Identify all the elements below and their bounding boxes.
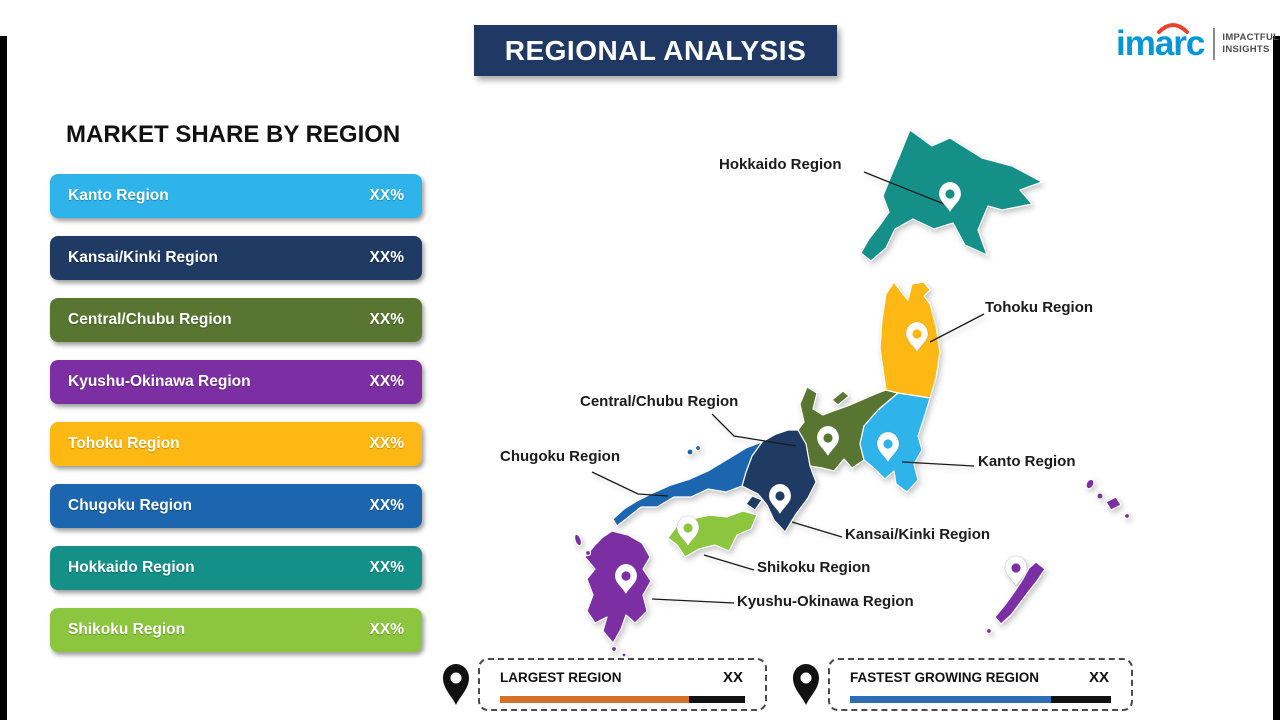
map-label-kyushu-okinawa: Kyushu-Okinawa Region	[737, 593, 914, 610]
map-pin-kanto	[876, 431, 900, 463]
map-island-south-kyushu	[610, 645, 618, 653]
map-island-amami	[1105, 496, 1122, 511]
map-region-kyushu	[584, 530, 652, 644]
legend-largest-region: LARGEST REGION XX	[478, 658, 767, 711]
share-bar-value: XX%	[369, 497, 404, 514]
map-label-hokkaido: Hokkaido Region	[719, 156, 842, 173]
map-island-tsushima	[573, 533, 583, 547]
leader-line-chubu	[711, 413, 797, 447]
leader-line-chugoku	[591, 471, 669, 497]
map-region-chugoku	[612, 441, 763, 527]
map-pin-shikoku	[676, 515, 700, 547]
map-label-kanto: Kanto Region	[978, 453, 1076, 470]
map-island-iki	[584, 549, 592, 557]
share-bar-kanto: Kanto Region XX%	[50, 174, 422, 218]
legend-largest-bar	[500, 696, 745, 703]
legend-fastest-bar	[850, 696, 1111, 703]
map-pin-tohoku	[905, 321, 929, 353]
map-island-oki	[686, 448, 694, 456]
share-bar-value: XX%	[369, 311, 404, 328]
map-island-okinawa	[985, 627, 993, 635]
share-bar-value: XX%	[369, 373, 404, 390]
share-bar-shikoku: Shikoku Region XX%	[50, 608, 422, 652]
map-pin-hokkaido	[938, 181, 962, 213]
map-label-kansai: Kansai/Kinki Region	[845, 526, 991, 543]
map-pin-kansai	[768, 483, 792, 515]
share-bar-label: Central/Chubu Region	[68, 311, 232, 328]
legend-fastest-growing-region: FASTEST GROWING REGION XX	[828, 658, 1133, 711]
share-bar-value: XX%	[369, 249, 404, 266]
page-title: REGIONAL ANALYSIS	[504, 34, 807, 66]
map-pin-okinawa	[1004, 555, 1028, 587]
map-island-south-kyushu	[621, 652, 627, 658]
share-bar-label: Shikoku Region	[68, 621, 186, 638]
imarc-logo: imarc IMPACTFUL INSIGHTS	[1116, 23, 1280, 61]
legend-fastest-value: XX	[1088, 669, 1109, 686]
leader-line-hokkaido	[863, 171, 945, 205]
share-bar-label: Hokkaido Region	[68, 559, 195, 576]
japan-map	[573, 129, 1131, 658]
logo-tagline-line2: INSIGHTS	[1222, 43, 1270, 55]
left-edge-bar	[0, 36, 7, 720]
right-edge-bar	[1273, 36, 1280, 720]
share-bar-label: Kanto Region	[68, 187, 169, 204]
legend-fastest-bar-main	[850, 696, 1051, 703]
map-label-tohoku: Tohoku Region	[985, 299, 1094, 316]
map-label-chugoku: Chugoku Region	[500, 448, 620, 465]
share-bar-value: XX%	[369, 621, 404, 638]
title-banner: REGIONAL ANALYSIS	[474, 25, 837, 76]
legend-largest-value: XX	[722, 669, 743, 686]
logo-tagline-line1: IMPACTFUL	[1222, 31, 1280, 43]
share-bar-chubu: Central/Chubu Region XX%	[50, 298, 422, 342]
share-bar-value: XX%	[369, 559, 404, 576]
leader-line-kanto	[901, 461, 975, 467]
map-island-amami	[1123, 512, 1131, 520]
market-share-heading: MARKET SHARE BY REGION	[66, 121, 401, 148]
fastest-growing-pin-icon	[793, 664, 819, 705]
share-bar-kyushu-okinawa: Kyushu-Okinawa Region XX%	[50, 360, 422, 404]
share-bar-label: Kyushu-Okinawa Region	[68, 373, 251, 390]
map-label-shikoku: Shikoku Region	[757, 559, 871, 576]
leader-line-tohoku	[929, 313, 985, 343]
share-bar-value: XX%	[369, 435, 404, 452]
leader-line-shikoku	[703, 554, 755, 571]
map-region-kansai	[741, 429, 817, 533]
legend-fastest-bar-tip	[1050, 696, 1111, 703]
share-bar-label: Chugoku Region	[68, 497, 192, 514]
share-bar-kansai: Kansai/Kinki Region XX%	[50, 236, 422, 280]
legend-largest-label: LARGEST REGION	[500, 670, 622, 685]
leader-line-kyushu	[651, 598, 735, 604]
map-island-sado	[831, 390, 850, 406]
legend-fastest-label: FASTEST GROWING REGION	[850, 670, 1040, 685]
largest-region-pin-icon	[443, 664, 469, 705]
leader-line-kansai	[791, 521, 843, 538]
imarc-logo-swoosh-icon	[1157, 23, 1190, 34]
share-bar-chugoku: Chugoku Region XX%	[50, 484, 422, 528]
share-bar-value: XX%	[369, 187, 404, 204]
share-bar-tohoku: Tohoku Region XX%	[50, 422, 422, 466]
map-island-oki	[694, 444, 702, 452]
map-island-okinawa	[994, 561, 1046, 625]
logo-divider	[1213, 27, 1216, 60]
share-bar-label: Tohoku Region	[68, 435, 180, 452]
map-island-amami	[1085, 478, 1095, 490]
legend-largest-bar-main	[500, 696, 689, 703]
share-bar-hokkaido: Hokkaido Region XX%	[50, 546, 422, 590]
map-island-awaji	[745, 495, 763, 511]
map-pin-chubu	[816, 425, 840, 457]
map-label-chubu: Central/Chubu Region	[580, 393, 739, 410]
map-pin-kyushu	[614, 563, 638, 595]
map-island-amami	[1096, 492, 1104, 500]
share-bar-label: Kansai/Kinki Region	[68, 249, 218, 266]
legend-largest-bar-tip	[688, 696, 745, 703]
